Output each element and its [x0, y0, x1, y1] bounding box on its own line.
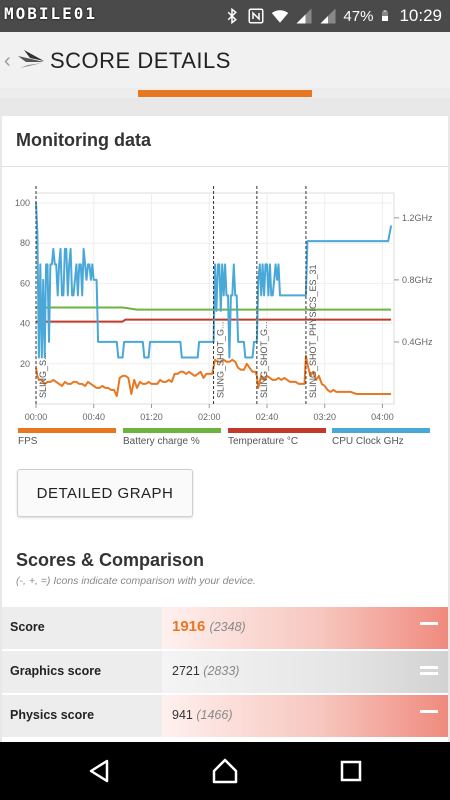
score-value-cell: 2721 (2833) [162, 651, 448, 693]
score-row[interactable]: Graphics score 2721 (2833) [2, 651, 448, 693]
wifi-icon [272, 10, 289, 23]
y-left-tick-label: 80 [20, 238, 30, 248]
y-left-tick-label: 20 [20, 359, 30, 369]
y-left-tick-label: 40 [20, 319, 30, 329]
detailed-graph-button[interactable]: DETAILED GRAPH [17, 469, 193, 517]
score-value: 2721 (2833) [172, 664, 239, 678]
score-number: 1916 [172, 618, 206, 635]
content-scroll[interactable]: Monitoring data 20 40 60 80 100 0.4GHz 0.8GHz 1… [0, 98, 450, 756]
watermark: MOBILE01 [4, 4, 98, 23]
equals-icon [420, 666, 438, 678]
3dmark-logo-icon[interactable] [16, 46, 46, 76]
score-row[interactable]: Physics score 941 (1466) [2, 695, 448, 737]
x-tick-label: 02:00 [198, 412, 221, 422]
home-icon[interactable] [210, 756, 240, 786]
battery-percent: 47% [343, 7, 374, 25]
score-label: Score [10, 620, 45, 634]
tab-indicator [138, 90, 312, 97]
back-chevron-icon[interactable]: ‹ [4, 50, 11, 72]
series-line [35, 202, 393, 359]
legend-swatch [18, 428, 116, 433]
x-tick-label: 01:20 [140, 412, 163, 422]
score-value-cell: 1916 (2348) [162, 607, 448, 649]
y-left-tick-label: 100 [15, 198, 30, 208]
recents-icon[interactable] [336, 756, 366, 786]
legend-swatch [123, 428, 221, 433]
legend-label: Battery charge % [123, 436, 200, 447]
x-tick-label: 00:00 [25, 412, 48, 422]
legend-item: Battery charge % [123, 428, 221, 447]
nfc-icon [248, 8, 264, 24]
legend-item: Temperature °C [228, 428, 326, 447]
legend-label: CPU Clock GHz [332, 436, 404, 447]
legend-swatch [228, 428, 326, 433]
score-value: 941 (1466) [172, 708, 232, 722]
x-tick-label: 03:20 [313, 412, 336, 422]
minus-icon [420, 622, 438, 628]
battery-icon [382, 10, 389, 21]
x-tick-label: 04:00 [371, 412, 394, 422]
score-number: 941 [172, 708, 193, 722]
legend-label: Temperature °C [228, 436, 299, 447]
y-left-tick-label: 60 [20, 278, 30, 288]
test-marker-label: SLING_SHOT_G... [259, 321, 269, 398]
bluetooth-icon [228, 7, 238, 25]
legend-item: FPS [18, 428, 116, 447]
y-right-tick-label: 0.4GHz [402, 337, 433, 347]
legend-item: CPU Clock GHz [332, 428, 430, 447]
y-right-tick-label: 0.8GHz [402, 275, 433, 285]
y-right-tick-label: 1.2GHz [402, 213, 433, 223]
score-label: Physics score [10, 708, 95, 722]
x-tick-label: 00:40 [82, 412, 105, 422]
score-number: 2721 [172, 664, 200, 678]
score-value: 1916 (2348) [172, 618, 246, 635]
monitoring-chart[interactable]: 20 40 60 80 100 0.4GHz 0.8GHz 1.2GHz 00:00 00:40 0… [2, 178, 448, 428]
navigation-bar [0, 742, 450, 800]
test-marker-label: SLING_S... [38, 352, 48, 398]
signal-icon [296, 8, 312, 24]
score-label: Graphics score [10, 664, 102, 678]
legend-swatch [332, 428, 430, 433]
score-compare: (2833) [203, 664, 240, 678]
page-title: SCORE DETAILS [50, 48, 231, 73]
clock: 10:29 [399, 6, 442, 25]
app-bar: ‹ SCORE DETAILS [0, 32, 450, 90]
series-line [35, 354, 392, 397]
test-marker-label: SLING_SHOT_G... [216, 321, 226, 398]
status-bar: MOBILE01 47% 10:29 [0, 0, 450, 32]
test-marker-label: SLING_SHOT_PHYSICS_ES_31 [308, 264, 318, 398]
x-tick-label: 02:40 [256, 412, 279, 422]
chart-legend: FPS Battery charge % Temperature °C CPU … [18, 428, 438, 452]
monitoring-title: Monitoring data [16, 130, 151, 150]
scores-subtitle: (-, +, =) Icons indicate comparison with… [16, 575, 256, 587]
score-row[interactable]: Score 1916 (2348) [2, 607, 448, 649]
divider [2, 166, 448, 167]
status-icons: 47% 10:29 [223, 0, 442, 32]
legend-label: FPS [18, 436, 38, 447]
minus-icon [420, 710, 438, 716]
monitoring-card: Monitoring data 20 40 60 80 100 0.4GHz 0.8GHz 1… [2, 116, 448, 756]
score-compare: (1466) [196, 708, 233, 722]
score-compare: (2348) [209, 620, 246, 634]
back-icon[interactable] [85, 756, 115, 786]
signal-icon [320, 8, 336, 24]
score-value-cell: 941 (1466) [162, 695, 448, 737]
scores-title: Scores & Comparison [16, 550, 205, 570]
